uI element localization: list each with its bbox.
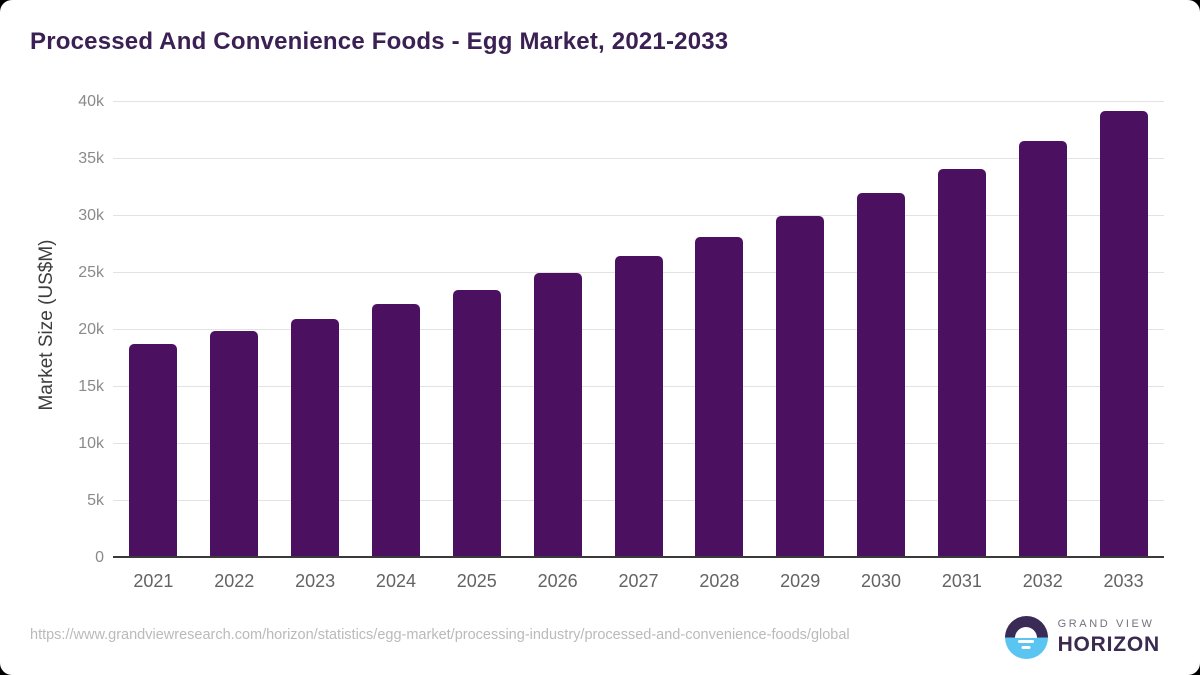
x-tick-label-2025: 2025 [456, 571, 497, 591]
x-tick-label-2024: 2024 [375, 571, 416, 591]
bar-2032[interactable] [1018, 140, 1067, 558]
bar-2024[interactable] [371, 304, 420, 558]
gridline-30k [113, 215, 1164, 216]
bar-2025[interactable] [452, 289, 501, 558]
bar-2028[interactable] [695, 236, 744, 558]
x-tick-label-2032: 2032 [1022, 571, 1063, 591]
x-tick-label-2029: 2029 [780, 571, 821, 591]
y-tick-label-20k: 20k [78, 321, 104, 338]
bar-2021[interactable] [129, 343, 178, 558]
bar-2027[interactable] [614, 256, 663, 558]
y-tick-label-25k: 25k [78, 264, 104, 281]
y-tick-label-0: 0 [95, 549, 104, 566]
reflection-dash [1021, 646, 1031, 649]
y-tick-label-15k: 15k [78, 378, 104, 395]
gridline-35k [113, 158, 1164, 159]
logo-text-horizon: HORIZON [1057, 633, 1160, 656]
gridline-40k [113, 101, 1164, 102]
logo-text-grand-view: GRAND VIEW [1057, 618, 1155, 630]
source-url: https://www.grandviewresearch.com/horizo… [30, 627, 850, 643]
sun-dome-shape [1015, 626, 1038, 638]
plot-area: 0 5k 10k 15k 20k 25k 30k 35k 40k 2021 2022 2023 2024… [78, 93, 1164, 591]
logo-text: GRAND VIEW HORIZON [1058, 618, 1160, 657]
bar-2030[interactable] [857, 193, 906, 558]
y-tick-label-40k: 40k [78, 93, 104, 110]
bar-2023[interactable] [291, 318, 340, 558]
grand-view-horizon-logo: GRAND VIEW HORIZON [1004, 616, 1160, 659]
bar-2022[interactable] [210, 331, 259, 558]
x-tick-label-2027: 2027 [618, 571, 659, 591]
y-axis-title: Market Size (US$M) [36, 239, 57, 411]
x-tick-label-2031: 2031 [941, 571, 982, 591]
chart-title: Processed And Convenience Foods - Egg Ma… [30, 28, 729, 55]
x-tick-label-2022: 2022 [214, 571, 255, 591]
x-tick-label-2033: 2033 [1103, 571, 1144, 591]
bar-2031[interactable] [937, 168, 986, 558]
x-tick-label-2028: 2028 [699, 571, 740, 591]
reflection-dash [1018, 640, 1035, 643]
y-tick-label-30k: 30k [78, 207, 104, 224]
bar-2026[interactable] [533, 273, 582, 558]
x-axis-line [113, 556, 1164, 558]
y-tick-label-10k: 10k [78, 435, 104, 452]
bar-2033[interactable] [1099, 110, 1148, 558]
bar-2029[interactable] [776, 216, 825, 558]
horizon-sunrise-icon [1004, 616, 1048, 659]
y-tick-label-5k: 5k [87, 492, 104, 509]
y-tick-label-35k: 35k [78, 150, 104, 167]
x-tick-label-2023: 2023 [295, 571, 336, 591]
x-tick-label-2021: 2021 [133, 571, 174, 591]
x-tick-label-2030: 2030 [861, 571, 902, 591]
x-tick-label-2026: 2026 [537, 571, 578, 591]
